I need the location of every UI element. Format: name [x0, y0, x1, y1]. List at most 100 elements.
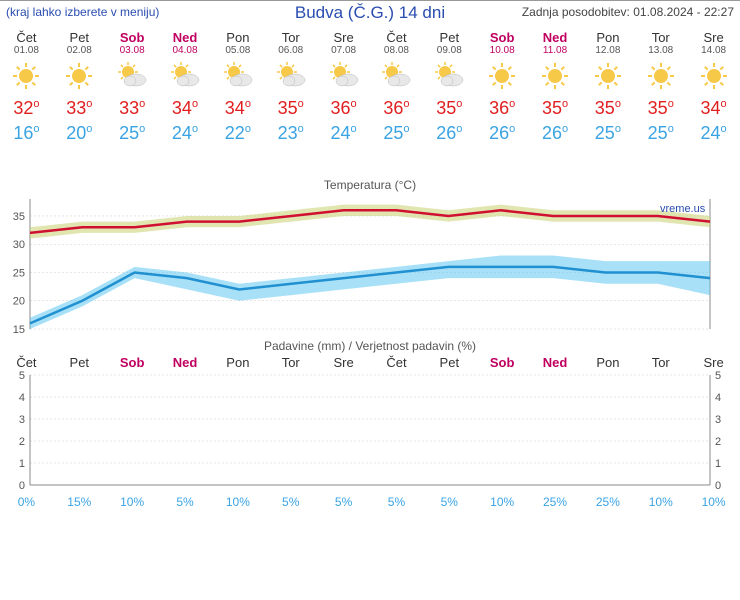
- forecast-cell: Sre: [687, 26, 740, 45]
- forecast-cell: 16o: [0, 123, 53, 150]
- forecast-cell: 35o: [634, 96, 687, 123]
- precip-day-label: Sre: [687, 355, 740, 370]
- forecast-cell: Čet: [370, 26, 423, 45]
- forecast-cell: 08.08: [370, 45, 423, 56]
- forecast-cell: 11.08: [529, 45, 582, 56]
- precip-pct-value: 10%: [687, 495, 740, 509]
- partly-cloudy-icon: [220, 59, 256, 93]
- temp-low: 24o: [687, 123, 740, 150]
- last-update-label: Zadnja posodobitev:: [522, 5, 630, 19]
- precip-pct-value: 10%: [634, 495, 687, 509]
- partly-cloudy-icon: [326, 59, 362, 93]
- forecast-cell: [370, 56, 423, 96]
- precip-day-label: Ned: [529, 355, 582, 370]
- forecast-cell: 24o: [317, 123, 370, 150]
- forecast-cell: [687, 56, 740, 96]
- temp-low: 25o: [370, 123, 423, 150]
- forecast-cell: 12.08: [581, 45, 634, 56]
- day-name: Sob: [106, 26, 159, 45]
- forecast-cell: [159, 56, 212, 96]
- temp-low: 20o: [53, 123, 106, 150]
- precip-day-label: Pet: [53, 355, 106, 370]
- temp-chart-svg: 1520253035vreme.us: [0, 194, 740, 334]
- forecast-cell: Pon: [211, 26, 264, 45]
- temp-chart-title: Temperatura (°C): [0, 178, 740, 192]
- forecast-cell: [529, 56, 582, 96]
- forecast-cell: 25o: [581, 123, 634, 150]
- precip-day-label: Čet: [0, 355, 53, 370]
- svg-text:4: 4: [19, 392, 25, 404]
- day-date: 10.08: [476, 45, 529, 56]
- svg-text:30: 30: [13, 239, 25, 251]
- precip-day-label: Pon: [581, 355, 634, 370]
- forecast-cell: [634, 56, 687, 96]
- forecast-cell: 01.08: [0, 45, 53, 56]
- day-date: 08.08: [370, 45, 423, 56]
- last-update-value: 01.08.2024 - 22:27: [633, 5, 734, 19]
- forecast-cell: Tor: [264, 26, 317, 45]
- svg-text:5: 5: [19, 370, 25, 382]
- day-date: 12.08: [581, 45, 634, 56]
- temp-low: 26o: [423, 123, 476, 150]
- forecast-row-icons: [0, 56, 740, 96]
- svg-text:0: 0: [715, 480, 721, 490]
- temp-low: 16o: [0, 123, 53, 150]
- precip-pct-value: 5%: [264, 495, 317, 509]
- day-name: Pon: [581, 26, 634, 45]
- temp-high: 36o: [317, 96, 370, 123]
- forecast-cell: 35o: [529, 96, 582, 123]
- sunny-icon: [485, 59, 519, 93]
- forecast-cell: 33o: [53, 96, 106, 123]
- temp-high: 34o: [211, 96, 264, 123]
- day-name: Sob: [476, 26, 529, 45]
- precip-day-label: Sob: [476, 355, 529, 370]
- svg-text:15: 15: [13, 324, 25, 334]
- temp-high: 32o: [0, 96, 53, 123]
- forecast-cell: 06.08: [264, 45, 317, 56]
- precip-pct-value: 5%: [159, 495, 212, 509]
- temp-low: 26o: [529, 123, 582, 150]
- precip-pct-value: 0%: [0, 495, 53, 509]
- precip-day-label: Ned: [159, 355, 212, 370]
- temperature-chart: Temperatura (°C) 1520253035vreme.us: [0, 178, 740, 339]
- forecast-cell: Sre: [317, 26, 370, 45]
- precip-pct-value: 10%: [476, 495, 529, 509]
- svg-text:25: 25: [13, 267, 25, 279]
- temp-low: 24o: [317, 123, 370, 150]
- precip-pct-value: 5%: [317, 495, 370, 509]
- day-name: Ned: [159, 26, 212, 45]
- svg-text:1: 1: [715, 458, 721, 470]
- sunny-icon: [644, 59, 678, 93]
- forecast-cell: 34o: [159, 96, 212, 123]
- precip-pct-value: 15%: [53, 495, 106, 509]
- forecast-cell: 02.08: [53, 45, 106, 56]
- day-date: 01.08: [0, 45, 53, 56]
- precip-chart: Padavine (mm) / Verjetnost padavin (%) Č…: [0, 339, 740, 509]
- forecast-cell: Pon: [581, 26, 634, 45]
- forecast-cell: 34o: [211, 96, 264, 123]
- forecast-cell: [106, 56, 159, 96]
- forecast-cell: Čet: [0, 26, 53, 45]
- temp-low: 26o: [476, 123, 529, 150]
- last-update: Zadnja posodobitev: 01.08.2024 - 22:27: [522, 5, 734, 19]
- precip-day-label: Pon: [211, 355, 264, 370]
- forecast-cell: [211, 56, 264, 96]
- svg-text:20: 20: [13, 296, 25, 308]
- temp-high: 35o: [529, 96, 582, 123]
- forecast-row-lo: 16o20o25o24o22o23o24o25o26o26o26o25o25o2…: [0, 123, 740, 150]
- daily-forecast-table: ČetPetSobNedPonTorSreČetPetSobNedPonTorS…: [0, 26, 740, 150]
- temp-low: 24o: [159, 123, 212, 150]
- temp-high: 35o: [634, 96, 687, 123]
- forecast-row-dates: 01.0802.0803.0804.0805.0806.0807.0808.08…: [0, 45, 740, 56]
- day-name: Pet: [423, 26, 476, 45]
- day-name: Čet: [370, 26, 423, 45]
- forecast-cell: 36o: [370, 96, 423, 123]
- forecast-cell: 26o: [476, 123, 529, 150]
- precip-day-labels: ČetPetSobNedPonTorSreČetPetSobNedPonTorS…: [0, 355, 740, 370]
- forecast-cell: 05.08: [211, 45, 264, 56]
- forecast-cell: 36o: [317, 96, 370, 123]
- day-name: Sre: [317, 26, 370, 45]
- forecast-cell: 32o: [0, 96, 53, 123]
- forecast-cell: [423, 56, 476, 96]
- forecast-cell: 07.08: [317, 45, 370, 56]
